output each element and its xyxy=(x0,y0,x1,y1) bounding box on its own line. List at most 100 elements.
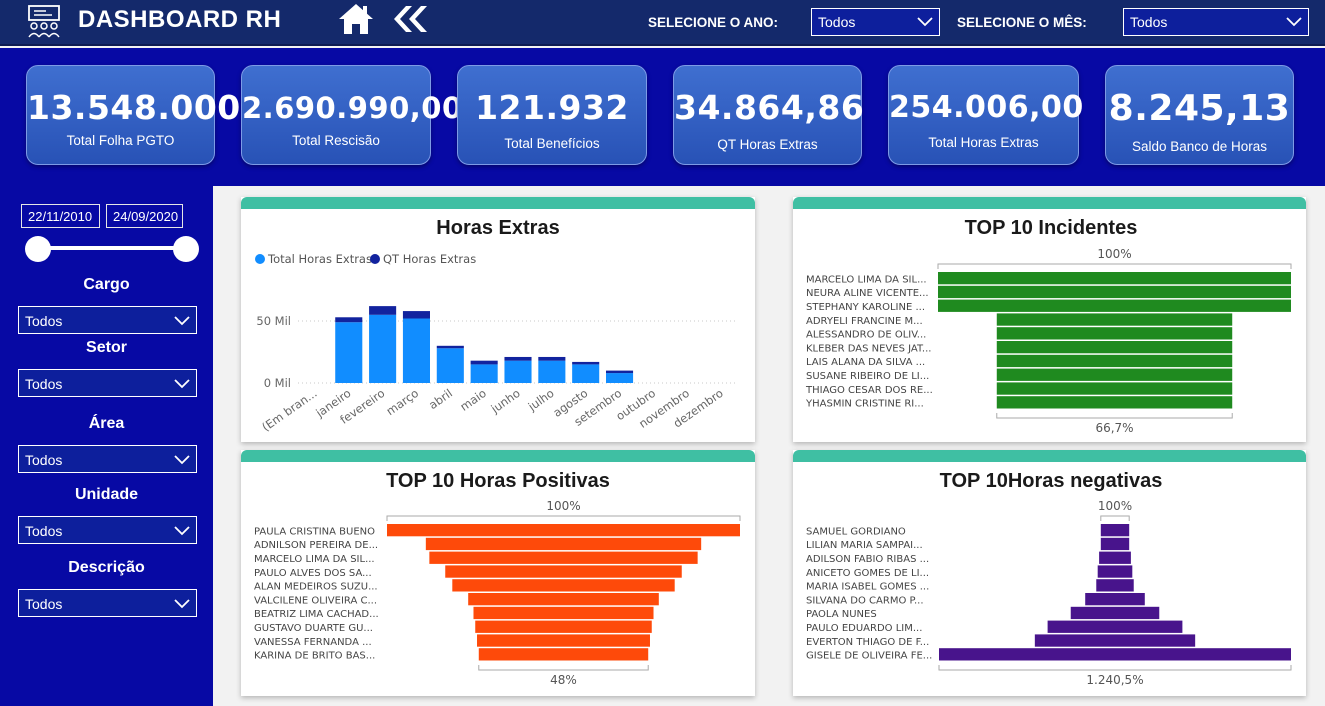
y-tick-label: 0 Mil xyxy=(264,376,291,390)
funnel-bar xyxy=(938,285,1291,299)
bar-qt-horas-extras xyxy=(436,345,464,349)
bar-total-horas-extras xyxy=(436,348,464,383)
bar-qt-horas-extras xyxy=(369,306,397,315)
kpi-value: 254.006,00 xyxy=(889,90,1084,125)
chevron-down-icon xyxy=(1286,17,1302,27)
funnel-bar xyxy=(996,313,1233,326)
panel-cap xyxy=(793,450,1306,462)
funnel-bar xyxy=(468,593,659,606)
filter-value: Todos xyxy=(25,523,63,539)
funnel-top-label: 100% xyxy=(546,499,580,513)
funnel-bar xyxy=(445,565,682,578)
funnel-category-label: BEATRIZ LIMA CACHAD... xyxy=(254,609,379,620)
funnel-category-label: ADRYELI FRANCINE M... xyxy=(806,316,923,327)
funnel-category-label: STEPHANY KAROLINE ... xyxy=(806,302,925,313)
bar-qt-horas-extras xyxy=(572,361,600,365)
date-end[interactable]: 24/09/2020 xyxy=(106,204,183,228)
filter-select-area[interactable]: Todos xyxy=(18,445,197,473)
bar-total-horas-extras xyxy=(538,360,566,383)
kpi-value: 8.245,13 xyxy=(1108,88,1291,129)
panel-cap xyxy=(793,197,1306,209)
bar-total-horas-extras xyxy=(470,364,498,383)
chevron-down-icon xyxy=(174,316,190,326)
funnel-category-label: KLEBER DAS NEVES JAT... xyxy=(806,343,931,354)
back-icon[interactable] xyxy=(390,5,428,33)
funnel-category-label: KARINA DE BRITO BAS... xyxy=(254,651,375,662)
filter-select-unidade[interactable]: Todos xyxy=(18,516,197,544)
kpi-value: 34.864,86 xyxy=(674,88,865,127)
funnel-category-label: PAULA CRISTINA BUENO xyxy=(254,526,375,537)
funnel-category-label: GUSTAVO DUARTE GU... xyxy=(254,623,373,634)
funnel-bar xyxy=(1085,593,1145,606)
funnel-top-bracket xyxy=(386,515,741,521)
panel-top10-horas-positivas: TOP 10 Horas Positivas 100% PAULA CRISTINA… xyxy=(241,450,755,696)
filter-select-cargo[interactable]: Todos xyxy=(18,306,197,334)
funnel-bar xyxy=(1100,537,1130,551)
legend-marker xyxy=(255,254,265,264)
year-select[interactable]: Todos xyxy=(811,8,940,36)
funnel-category-label: EVERTON THIAGO DE F... xyxy=(806,637,929,648)
top10-horas-negativas-chart: TOP 10Horas negativas 100% SAMUEL GORDIANO… xyxy=(806,470,1292,687)
kpi-area: 13.548.000 Total Folha PGTO 2.690.990,00… xyxy=(0,48,1325,186)
funnel-category-label: MARCELO LIMA DA SIL... xyxy=(806,274,927,285)
funnel-bar xyxy=(478,648,649,661)
kpi-label: QT Horas Extras xyxy=(717,137,818,152)
funnel-category-label: VANESSA FERNANDA ... xyxy=(254,637,372,648)
funnel-bar xyxy=(996,341,1233,354)
legend-label: QT Horas Extras xyxy=(383,252,476,266)
funnel-bar xyxy=(475,620,652,633)
year-value: Todos xyxy=(818,14,856,30)
kpi-total-beneficios: 121.932 Total Benefícios xyxy=(457,65,647,165)
bar-total-horas-extras xyxy=(504,360,532,383)
chart-title: TOP 10 Incidentes xyxy=(965,217,1138,239)
home-icon[interactable] xyxy=(338,3,374,35)
funnel-bottom-label: 1.240,5% xyxy=(1086,673,1143,687)
x-tick-label: maio xyxy=(458,386,489,414)
funnel-category-label: PAOLA NUNES xyxy=(806,609,877,620)
kpi-label: Total Rescisão xyxy=(292,133,380,148)
funnel-category-label: ADILSON FABIO RIBAS ... xyxy=(806,554,929,565)
kpi-label: Total Benefícios xyxy=(504,136,600,151)
kpi-total-rescisao: 2.690.990,00 Total Rescisão xyxy=(241,65,462,165)
kpi-label: Total Folha PGTO xyxy=(66,133,175,148)
chevron-down-icon xyxy=(174,379,190,389)
bar-qt-horas-extras xyxy=(538,356,566,361)
panel-top10-incidentes: TOP 10 Incidentes 100% MARCELO LIMA DA SIL… xyxy=(793,197,1306,442)
panel-horas-extras: Horas Extras Total Horas Extras QT Horas E… xyxy=(241,197,755,442)
funnel-bar xyxy=(473,606,654,620)
kpi-label: Total Horas Extras xyxy=(928,135,1039,150)
date-start[interactable]: 22/11/2010 xyxy=(21,204,100,228)
chart-title: Horas Extras xyxy=(436,217,559,239)
filter-label-setor: Setor xyxy=(86,339,127,356)
bar-qt-horas-extras xyxy=(470,360,498,365)
chart-title: TOP 10 Horas Positivas xyxy=(386,470,610,492)
chart-title: TOP 10Horas negativas xyxy=(940,470,1163,492)
funnel-category-label: GISELE DE OLIVEIRA FE... xyxy=(806,651,932,662)
funnel-top-label: 100% xyxy=(1098,499,1132,513)
bar-total-horas-extras xyxy=(369,314,397,383)
horas-extras-chart: Horas Extras Total Horas Extras QT Horas E… xyxy=(255,217,738,434)
people-icon xyxy=(28,5,60,38)
chevron-down-icon xyxy=(174,455,190,465)
kpi-label: Saldo Banco de Horas xyxy=(1131,139,1268,154)
funnel-category-label: SAMUEL GORDIANO xyxy=(806,526,906,537)
funnel-bar xyxy=(996,382,1233,395)
filter-label-cargo: Cargo xyxy=(83,276,130,293)
filter-select-setor[interactable]: Todos xyxy=(18,369,197,397)
date-slider-track[interactable] xyxy=(38,246,186,250)
bar-qt-horas-extras xyxy=(606,370,634,374)
y-tick-label: 50 Mil xyxy=(256,314,291,328)
funnel-bar xyxy=(938,272,1291,285)
funnel-category-label: ALAN MEDEIROS SUZU... xyxy=(254,582,378,593)
funnel-category-label: PAULO EDUARDO LIM... xyxy=(806,623,922,634)
month-select[interactable]: Todos xyxy=(1123,8,1309,36)
filter-select-descricao[interactable]: Todos xyxy=(18,589,197,617)
bar-total-horas-extras xyxy=(572,364,600,383)
top-bar: DASHBOARD RH SELECIONE O ANO: Todos SELE… xyxy=(0,0,1325,46)
date-slider-end-handle[interactable] xyxy=(173,236,199,262)
funnel-category-label: ANICETO GOMES DE LI... xyxy=(806,568,929,579)
bar-qt-horas-extras xyxy=(402,311,430,319)
chevron-down-icon xyxy=(917,17,933,27)
year-label: SELECIONE O ANO: xyxy=(648,15,779,30)
date-slider-start-handle[interactable] xyxy=(25,236,51,262)
